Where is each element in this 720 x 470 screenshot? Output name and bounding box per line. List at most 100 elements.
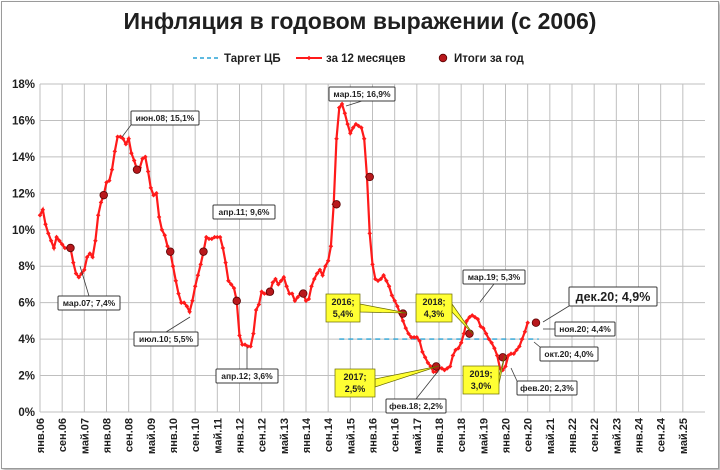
inflation-point — [187, 309, 192, 315]
inflation-point — [367, 231, 372, 236]
inflation-point — [458, 340, 464, 346]
callout-leader — [345, 100, 363, 107]
callout-box — [215, 368, 279, 384]
x-tick-label: сен.20 — [523, 418, 535, 452]
inflation-point — [220, 245, 226, 251]
x-axis-ticks: янв.06 сен.06 май.07 янв.08 сен.08 май.09 янв.… — [35, 417, 690, 454]
inflation-point — [217, 234, 223, 240]
inflation-point — [242, 342, 248, 347]
callouts: июн.08; 15,1% мар.07; 7,4% апр.11; 9,6% июл… — [57, 86, 658, 414]
inflation-point — [262, 291, 267, 296]
inflation-point — [173, 278, 179, 284]
inflation-point — [104, 180, 109, 185]
inflation-point — [514, 347, 519, 353]
inflation-point — [481, 325, 486, 331]
callout-box — [539, 346, 599, 362]
inflation-point — [306, 296, 312, 302]
yellow-callout-pointer — [374, 365, 440, 388]
inflation-point — [336, 105, 342, 110]
inflation-point — [453, 347, 458, 353]
legend-target-label: Таргет ЦБ — [224, 53, 281, 65]
y-tick-label: 10% — [12, 225, 35, 237]
inflation-point — [170, 263, 176, 269]
callout-leader — [542, 305, 570, 323]
inflation-point — [425, 360, 431, 366]
inflation-point — [370, 262, 375, 267]
callout-label: апр.11; 9,6% — [219, 207, 270, 217]
x-tick-label: сен.10 — [190, 418, 202, 452]
inflation-point — [278, 278, 284, 284]
yellow-callout-box — [325, 293, 361, 323]
y-tick-label: 4% — [18, 334, 35, 346]
inflation-point — [303, 298, 309, 304]
year-end-point — [299, 289, 308, 298]
inflation-point — [284, 284, 289, 289]
y-tick-label: 2% — [18, 371, 35, 383]
inflation-point — [240, 342, 245, 347]
inflation-point — [400, 318, 406, 324]
inflation-point — [494, 353, 500, 358]
inflation-point — [403, 325, 408, 331]
inflation-point — [442, 367, 447, 373]
inflation-point — [406, 331, 411, 336]
x-tick-label: сен.06 — [57, 418, 69, 452]
x-tick-label: май.15 — [345, 418, 357, 454]
x-tick-label: май.09 — [146, 418, 158, 454]
callout-label: июл.10; 5,5% — [139, 334, 193, 344]
inflation-point — [95, 212, 101, 218]
legend-year-swatch — [438, 53, 448, 63]
yellow-callout-box — [462, 365, 500, 395]
inflation-point — [431, 369, 436, 375]
inflation-point — [375, 278, 381, 284]
inflation-point — [115, 134, 120, 140]
x-tick-label: янв.16 — [368, 418, 380, 453]
inflation-point — [98, 200, 104, 205]
year-end-point — [166, 247, 175, 256]
inflation-point — [378, 276, 384, 282]
callout-leader — [479, 283, 495, 303]
x-tick-label: сен.16 — [390, 418, 402, 452]
inflation-point — [87, 251, 93, 256]
inflation-point — [181, 300, 187, 305]
inflation-point — [386, 284, 392, 289]
inflation-point — [422, 355, 428, 360]
callout-leader — [79, 265, 90, 297]
inflation-point — [37, 212, 43, 218]
inflation-point — [342, 110, 348, 116]
inflation-point — [486, 336, 492, 342]
y-axis-ticks: 0% 2% 4% 6% 8% 10% 12% 14% 16% 18% — [12, 79, 35, 419]
inflation-point — [231, 285, 237, 291]
inflation-point — [411, 335, 417, 340]
callout-label: окт.20; 4,0% — [544, 349, 594, 359]
inflation-point — [508, 351, 514, 356]
x-tick-label: янв.18 — [434, 418, 446, 453]
inflation-point — [392, 298, 397, 304]
inflation-point — [295, 294, 300, 300]
legend: Таргет ЦБ за 12 месяцев Итоги за год — [193, 53, 524, 65]
callout-label: дек.20; 4,9% — [576, 290, 651, 304]
inflation-point — [59, 242, 65, 247]
inflation-point — [361, 136, 367, 141]
x-tick-label: май.25 — [678, 418, 690, 454]
inflation-point — [420, 349, 425, 355]
x-tick-label: май.23 — [611, 418, 623, 454]
x-tick-label: янв.10 — [168, 418, 180, 453]
year-end-point — [132, 165, 142, 174]
yellow-callout-value: 4,3% — [424, 309, 445, 319]
callout-box — [516, 380, 578, 396]
inflation-point — [475, 316, 481, 322]
inflation-point — [62, 245, 68, 251]
callout-label: мар.07; 7,4% — [63, 298, 116, 308]
y-tick-label: 0% — [18, 407, 35, 419]
yellow-callout-year: 2019; — [469, 369, 492, 379]
inflation-point — [156, 214, 162, 220]
inflation-point — [511, 351, 517, 356]
x-tick-label: янв.06 — [35, 418, 47, 453]
inflation-point — [464, 318, 469, 324]
callout-leader — [533, 341, 541, 348]
callout-label: ноя.20; 4,4% — [559, 324, 611, 334]
year-end-point — [66, 243, 75, 253]
inflation-point — [492, 345, 497, 351]
callout-label: мар.15; 16,9% — [333, 89, 391, 99]
inflation-point — [270, 280, 275, 285]
